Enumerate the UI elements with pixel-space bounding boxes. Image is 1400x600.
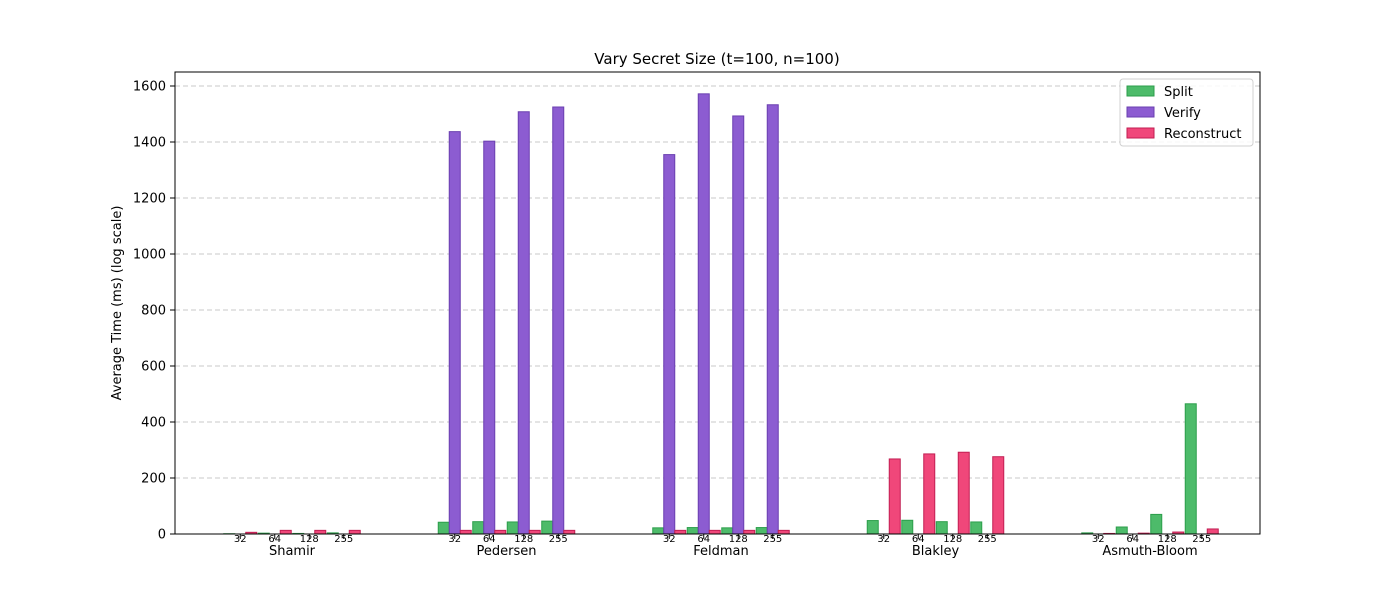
secret-size-label: 32 — [448, 534, 461, 545]
secret-size-label: 255 — [549, 534, 568, 545]
bar-verify — [552, 106, 565, 535]
secret-size-label: 255 — [763, 534, 782, 545]
secret-size-label: 128 — [1158, 534, 1177, 545]
bar-verify — [663, 154, 676, 535]
secret-size-label: 255 — [978, 534, 997, 545]
bar-split — [1115, 526, 1128, 535]
legend: Split Verify Reconstruct — [1119, 78, 1254, 147]
secret-size-label: 128 — [943, 534, 962, 545]
bar-split — [866, 520, 879, 535]
bar-reconstruct — [494, 529, 507, 535]
y-axis-label: Average Time (ms) (log scale) — [110, 206, 125, 401]
secret-size-label: 64 — [483, 534, 496, 545]
bar-verify — [483, 140, 496, 535]
bar-split — [506, 521, 519, 535]
y-tick-label: 400 — [141, 416, 166, 431]
bar-split — [970, 521, 983, 535]
y-tick-label: 200 — [141, 472, 166, 487]
y-tick-label: 1600 — [133, 80, 166, 95]
group-label: Asmuth-Bloom — [1102, 544, 1197, 559]
bar-reconstruct — [888, 458, 901, 535]
secret-size-label: 128 — [729, 534, 748, 545]
bar-verify — [766, 104, 779, 535]
y-tick-label: 600 — [141, 360, 166, 375]
secret-size-label: 64 — [912, 534, 925, 545]
secret-size-label: 64 — [268, 534, 281, 545]
plot-frame — [174, 71, 1261, 535]
secret-size-label: 128 — [300, 534, 319, 545]
legend-label-reconstruct: Reconstruct — [1164, 127, 1242, 142]
bar-reconstruct — [992, 456, 1005, 535]
bar-reconstruct — [923, 453, 936, 535]
group-label: Pedersen — [477, 544, 537, 559]
secret-size-label: 32 — [234, 534, 247, 545]
bar-split — [1150, 513, 1163, 535]
bar-reconstruct — [957, 451, 970, 535]
bar-split — [472, 521, 485, 535]
bar-split — [1184, 403, 1197, 535]
bar-reconstruct — [674, 529, 687, 535]
bar-split — [901, 519, 914, 535]
bars — [223, 93, 1219, 535]
secret-size-label: 32 — [663, 534, 676, 545]
gridlines — [175, 85, 1260, 479]
secret-size-label: 255 — [334, 534, 353, 545]
legend-swatch-split — [1126, 85, 1155, 97]
group-label: Shamir — [269, 544, 316, 559]
secret-size-label: 32 — [877, 534, 890, 545]
legend-swatch-reconstruct — [1126, 127, 1155, 139]
legend-swatch-verify — [1126, 106, 1155, 118]
group-label: Blakley — [912, 544, 960, 559]
legend-label-verify: Verify — [1164, 106, 1201, 121]
bar-verify — [517, 111, 530, 535]
secret-size-label: 64 — [697, 534, 710, 545]
bar-verify — [448, 131, 461, 535]
bar-verify — [732, 115, 745, 535]
secret-size-label: 128 — [514, 534, 533, 545]
secret-size-label: 64 — [1126, 534, 1139, 545]
chart-title: Vary Secret Size (t=100, n=100) — [594, 50, 839, 68]
legend-label-split: Split — [1164, 85, 1193, 100]
bar-reconstruct — [708, 529, 721, 535]
bar-verify — [697, 93, 710, 535]
bar-split — [437, 521, 450, 535]
y-tick-label: 1200 — [133, 192, 166, 207]
bar-split — [541, 520, 554, 535]
bar-reconstruct — [279, 529, 292, 535]
axes: 0 200 400 600 800 1000 1200 1400 1600 32 64 128 255 S… — [133, 71, 1261, 559]
bar-split — [935, 521, 948, 535]
y-tick-label: 1400 — [133, 136, 166, 151]
y-tick-label: 1000 — [133, 248, 166, 263]
bar-reconstruct — [459, 529, 472, 535]
group-label: Feldman — [693, 544, 749, 559]
y-tick-label: 800 — [141, 304, 166, 319]
secret-size-label: 255 — [1192, 534, 1211, 545]
y-tick-label: 0 — [158, 528, 166, 543]
secret-size-label: 32 — [1092, 534, 1105, 545]
